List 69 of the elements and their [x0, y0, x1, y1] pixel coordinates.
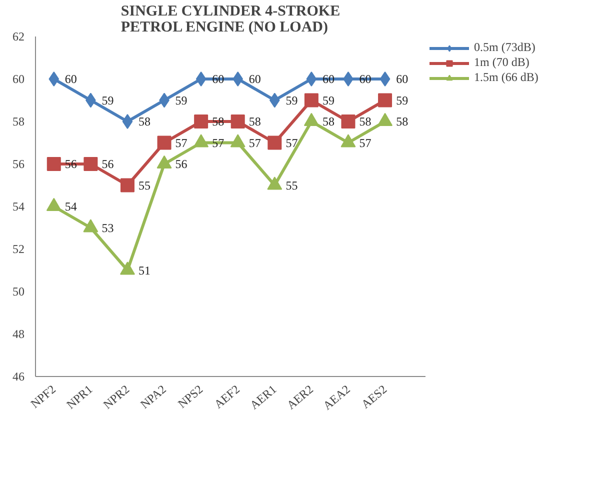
point: [46, 198, 62, 212]
data-label: 56: [175, 157, 188, 171]
data-label: 59: [286, 93, 298, 108]
point: [196, 72, 206, 86]
point: [232, 72, 244, 86]
y-tick-label: 56: [12, 157, 24, 171]
point: [194, 114, 208, 128]
data-label: 58: [322, 114, 334, 128]
point: [267, 176, 282, 190]
data-label: 60: [212, 72, 224, 86]
point: [378, 93, 392, 108]
y-tick-label: 62: [12, 30, 24, 44]
point: [122, 114, 133, 129]
data-label: 57: [286, 136, 298, 150]
data-label: 51: [138, 263, 151, 278]
y-tick-label: 52: [12, 242, 24, 256]
y-tick-label: 50: [12, 284, 24, 298]
data-label: 57: [359, 136, 372, 150]
point: [156, 155, 172, 169]
data-label: 60: [396, 72, 408, 86]
point: [194, 134, 209, 148]
data-label: 57: [212, 136, 224, 150]
data-label: 53: [102, 220, 114, 235]
y-tick-label: 54: [12, 200, 24, 214]
y-tick-label: 60: [12, 72, 24, 86]
y-tick-label: 58: [12, 114, 24, 128]
point: [268, 136, 282, 150]
point: [48, 72, 60, 86]
legend-label: 0.5m (73dB): [474, 40, 536, 55]
point: [343, 72, 354, 86]
point: [269, 92, 280, 108]
point: [380, 72, 390, 86]
data-label: 60: [322, 72, 334, 86]
data-label: 57: [175, 136, 188, 150]
point: [83, 219, 98, 232]
point: [120, 178, 134, 192]
point: [230, 134, 246, 148]
point: [230, 114, 245, 128]
y-tick-label: 48: [12, 327, 24, 341]
point: [84, 157, 98, 171]
data-label: 60: [64, 72, 77, 86]
point: [306, 72, 317, 86]
point: [304, 93, 318, 108]
data-label: 58: [359, 114, 372, 128]
data-label: 55: [286, 178, 298, 192]
chart-title: SINGLE CYLINDER 4-STROKE PETROL ENGINE (NO LOAD): [120, 4, 340, 36]
data-label: 58: [248, 114, 261, 128]
data-label: 59: [175, 93, 188, 108]
point: [120, 262, 135, 275]
data-label: 59: [396, 93, 408, 108]
point: [157, 136, 172, 150]
point: [340, 134, 356, 148]
data-label: 54: [64, 200, 77, 214]
legend-label: 1.5m (66 dB): [474, 70, 538, 85]
data-label: 60: [359, 72, 372, 86]
data-label: 57: [248, 136, 261, 150]
data-label: 59: [102, 93, 114, 108]
data-label: 59: [322, 93, 334, 108]
data-label: 58: [212, 114, 224, 128]
y-tick-label: 46: [12, 370, 24, 384]
data-label: 56: [64, 157, 77, 171]
point: [341, 114, 356, 128]
point: [46, 157, 61, 171]
data-label: 60: [248, 72, 261, 86]
data-label: 56: [102, 157, 114, 171]
data-label: 58: [396, 114, 408, 128]
data-label: 58: [138, 114, 151, 128]
data-label: 55: [138, 178, 151, 192]
legend-label: 1m (70 dB): [474, 55, 530, 70]
